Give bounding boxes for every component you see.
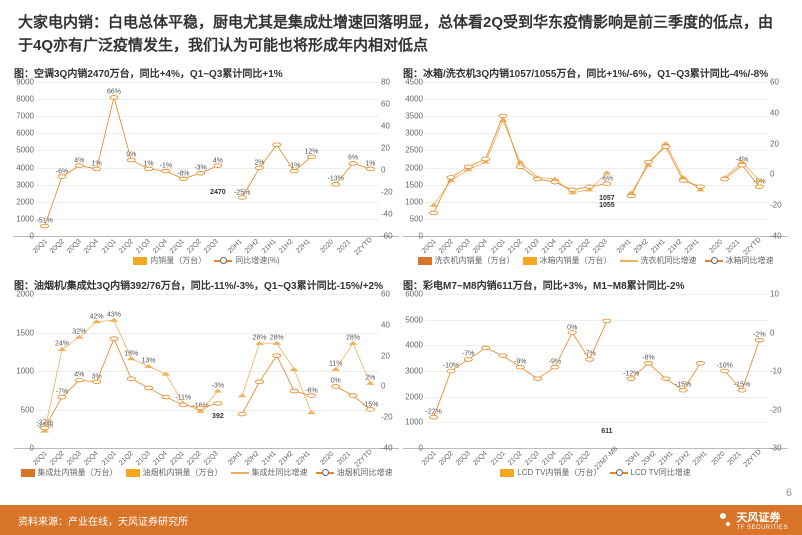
- footer-bar: 资料来源：产业在线，天风证券研究所 天风证券 TF SECURITIES: [0, 505, 802, 535]
- footer-brand: 天风证券 TF SECURITIES: [716, 509, 788, 531]
- chart-legend: 内销量（万台）同比增速(%): [14, 255, 399, 266]
- chart-title: 图：彩电M7~M8内销611万台，同比+3%，M1~M8累计同比-2%: [403, 277, 788, 292]
- chart-body: 0100020003000400050006000-30-20-10010-22…: [403, 294, 788, 449]
- chart-body: 050010001500200025003000350040004500-40-…: [403, 82, 788, 237]
- brand-logo-icon: [716, 513, 730, 527]
- chart-legend: 集成灶内销量（万台）油烟机内销量（万台）集成灶同比增速油烟机同比增速: [14, 467, 399, 478]
- footer-source: 资料来源：产业在线，天风证券研究所: [18, 513, 188, 528]
- brand-name-en: TF SECURITIES: [736, 525, 788, 531]
- chart-0: 图：空调3Q内销2470万台，同比+4%，Q1~Q3累计同比+1% 0100020…: [14, 65, 399, 273]
- charts-grid: 图：空调3Q内销2470万台，同比+4%，Q1~Q3累计同比+1% 0100020…: [0, 65, 802, 485]
- slide-title: 大家电内销：白电总体平稳，厨电尤其是集成灶增速回落明显，总体看2Q受到华东疫情影…: [18, 12, 784, 57]
- chart-legend: 洗衣机内销量（万台）冰箱内销量（万台）洗衣机同比增速冰箱同比增速: [403, 255, 788, 266]
- chart-1: 图：冰箱/洗衣机3Q内销1057/1055万台，同比+1%/-6%，Q1~Q3累…: [403, 65, 788, 273]
- chart-title: 图：冰箱/洗衣机3Q内销1057/1055万台，同比+1%/-6%，Q1~Q3累…: [403, 65, 788, 80]
- chart-3: 图：彩电M7~M8内销611万台，同比+3%，M1~M8累计同比-2% 01000…: [403, 277, 788, 485]
- slide-header: 大家电内销：白电总体平稳，厨电尤其是集成灶增速回落明显，总体看2Q受到华东疫情影…: [0, 0, 802, 65]
- brand-name: 天风证券: [736, 509, 788, 525]
- chart-title: 图：油烟机/集成灶3Q内销392/76万台，同比-11%/-3%，Q1~Q3累计…: [14, 277, 399, 292]
- page-number: 6: [786, 487, 792, 499]
- chart-body: 0100020003000400050006000700080009000-60…: [14, 82, 399, 237]
- chart-title: 图：空调3Q内销2470万台，同比+4%，Q1~Q3累计同比+1%: [14, 65, 399, 80]
- chart-2: 图：油烟机/集成灶3Q内销392/76万台，同比-11%/-3%，Q1~Q3累计…: [14, 277, 399, 485]
- chart-body: 0500100015002000-40-200204060-29%24%32%4…: [14, 294, 399, 449]
